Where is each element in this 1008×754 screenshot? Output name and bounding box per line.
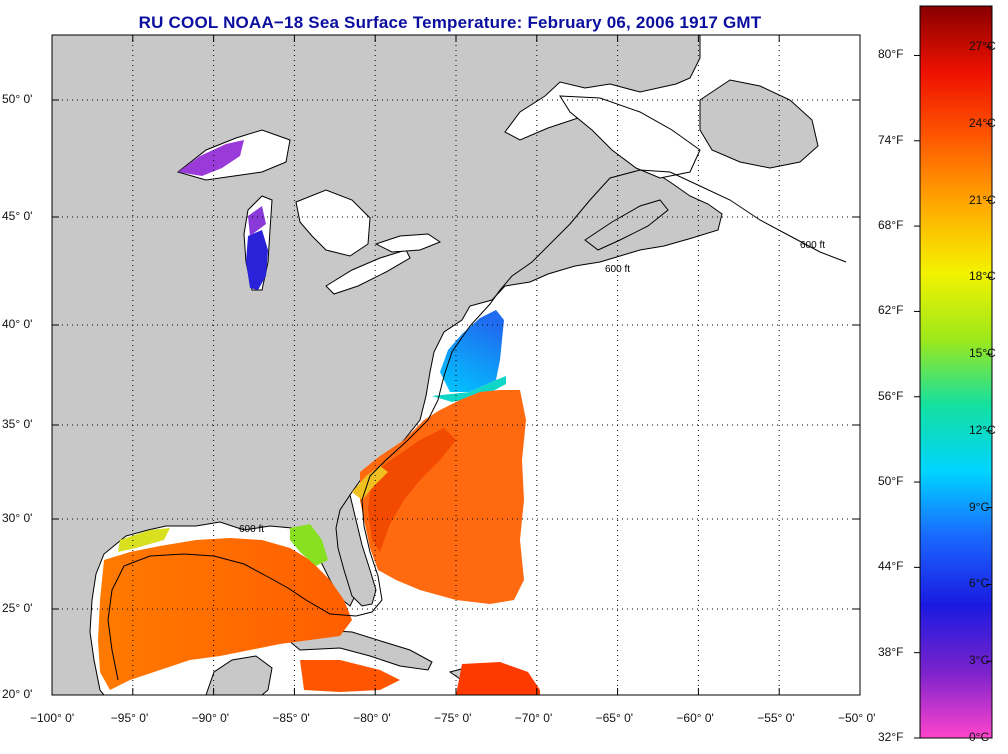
map-title: RU COOL NOAA−18 Sea Surface Temperature:…: [138, 13, 762, 32]
land-cuba: [286, 629, 433, 671]
sst-gulf-stream-core: [368, 428, 456, 552]
colorbar-ticks: [914, 46, 992, 739]
sst-gulf-coastal-yellow: [118, 528, 170, 552]
colorbar-c-label: 3°C: [969, 653, 990, 668]
lon-tick-label: −80° 0': [353, 711, 391, 725]
lon-tick-label: −75° 0': [434, 711, 472, 725]
lake-huron: [295, 189, 371, 257]
lon-tick-label: −70° 0': [514, 711, 553, 725]
lon-tick-label: −90° 0': [191, 711, 230, 725]
florida-peninsula: [335, 493, 377, 607]
sst-coastal-carolina: [352, 466, 388, 500]
isobath-label-3: 600 ft: [800, 240, 825, 251]
lat-tick-label: 25° 0': [2, 601, 33, 615]
lon-tick-label: −60° 0': [676, 711, 714, 725]
colorbar-c-label: 21°C: [969, 192, 996, 207]
sst-lake-michigan: [246, 230, 268, 290]
sst-atlantic-warm: [360, 390, 526, 604]
colorbar-c-label: 18°C: [969, 269, 996, 284]
colorbar-f-label: 38°F: [878, 644, 904, 659]
sst-shelf-cyan: [432, 376, 506, 402]
sst-mid-atlantic: [440, 310, 504, 392]
lake-erie: [325, 249, 411, 295]
sst-caribbean-west: [300, 660, 400, 692]
land-newfoundland: [699, 79, 819, 169]
colorbar-f-label: 50°F: [878, 474, 904, 489]
colorbar-f-label: 68°F: [878, 218, 904, 233]
sst-gulf-coastal-green: [290, 524, 328, 566]
axis-ticks: [51, 35, 861, 696]
gulf-st-lawrence: [559, 95, 701, 179]
isobath-label-2: 600 ft: [605, 264, 630, 275]
colorbar-c-label: 24°C: [969, 115, 996, 130]
sst-caribbean: [456, 662, 540, 695]
colorbar-c-label: 9°C: [969, 499, 990, 514]
colorbar-f-label: 56°F: [878, 388, 904, 403]
lon-tick-label: −100° 0': [30, 711, 75, 725]
lon-tick-label: −65° 0': [595, 711, 634, 725]
lon-tick-label: −55° 0': [757, 711, 795, 725]
lon-tick-label: −85° 0': [272, 711, 310, 725]
lon-tick-label: −50° 0': [838, 711, 876, 725]
colorbar-f-label: 74°F: [878, 132, 904, 147]
lat-tick-label: 20° 0': [2, 687, 33, 701]
land-yucatan: [205, 655, 273, 695]
colorbar-f-label: 32°F: [878, 730, 904, 744]
land-nova-scotia: [584, 199, 669, 251]
lon-tick-label: −95° 0': [110, 711, 149, 725]
lat-tick-label: 30° 0': [2, 511, 33, 525]
graticule: [52, 35, 860, 695]
sst-lake-michigan-north: [248, 206, 266, 236]
lake-ontario: [374, 233, 442, 253]
colorbar-f-label: 80°F: [878, 47, 904, 62]
colorbar-c-label: 0°C: [969, 730, 990, 744]
isobath-600ft: [107, 169, 847, 681]
colorbar: [919, 5, 993, 739]
colorbar-f-label: 62°F: [878, 303, 904, 318]
colorbar-c-label: 15°C: [969, 346, 996, 361]
colorbar-c-label: 12°C: [969, 422, 996, 437]
lat-tick-label: 40° 0': [2, 317, 33, 331]
colorbar-f-label: 44°F: [878, 559, 904, 574]
sst-gulf-mexico: [98, 538, 352, 690]
colorbar-c-label: 6°C: [969, 576, 990, 591]
lat-tick-label: 45° 0': [2, 209, 33, 223]
lat-tick-label: 50° 0': [2, 92, 33, 106]
sst-lake-superior: [178, 140, 244, 176]
lat-tick-label: 35° 0': [2, 417, 33, 431]
colorbar-c-label: 27°C: [969, 38, 996, 53]
isobath-label-1: 600 ft: [239, 524, 264, 535]
land-north-america: [52, 35, 723, 695]
